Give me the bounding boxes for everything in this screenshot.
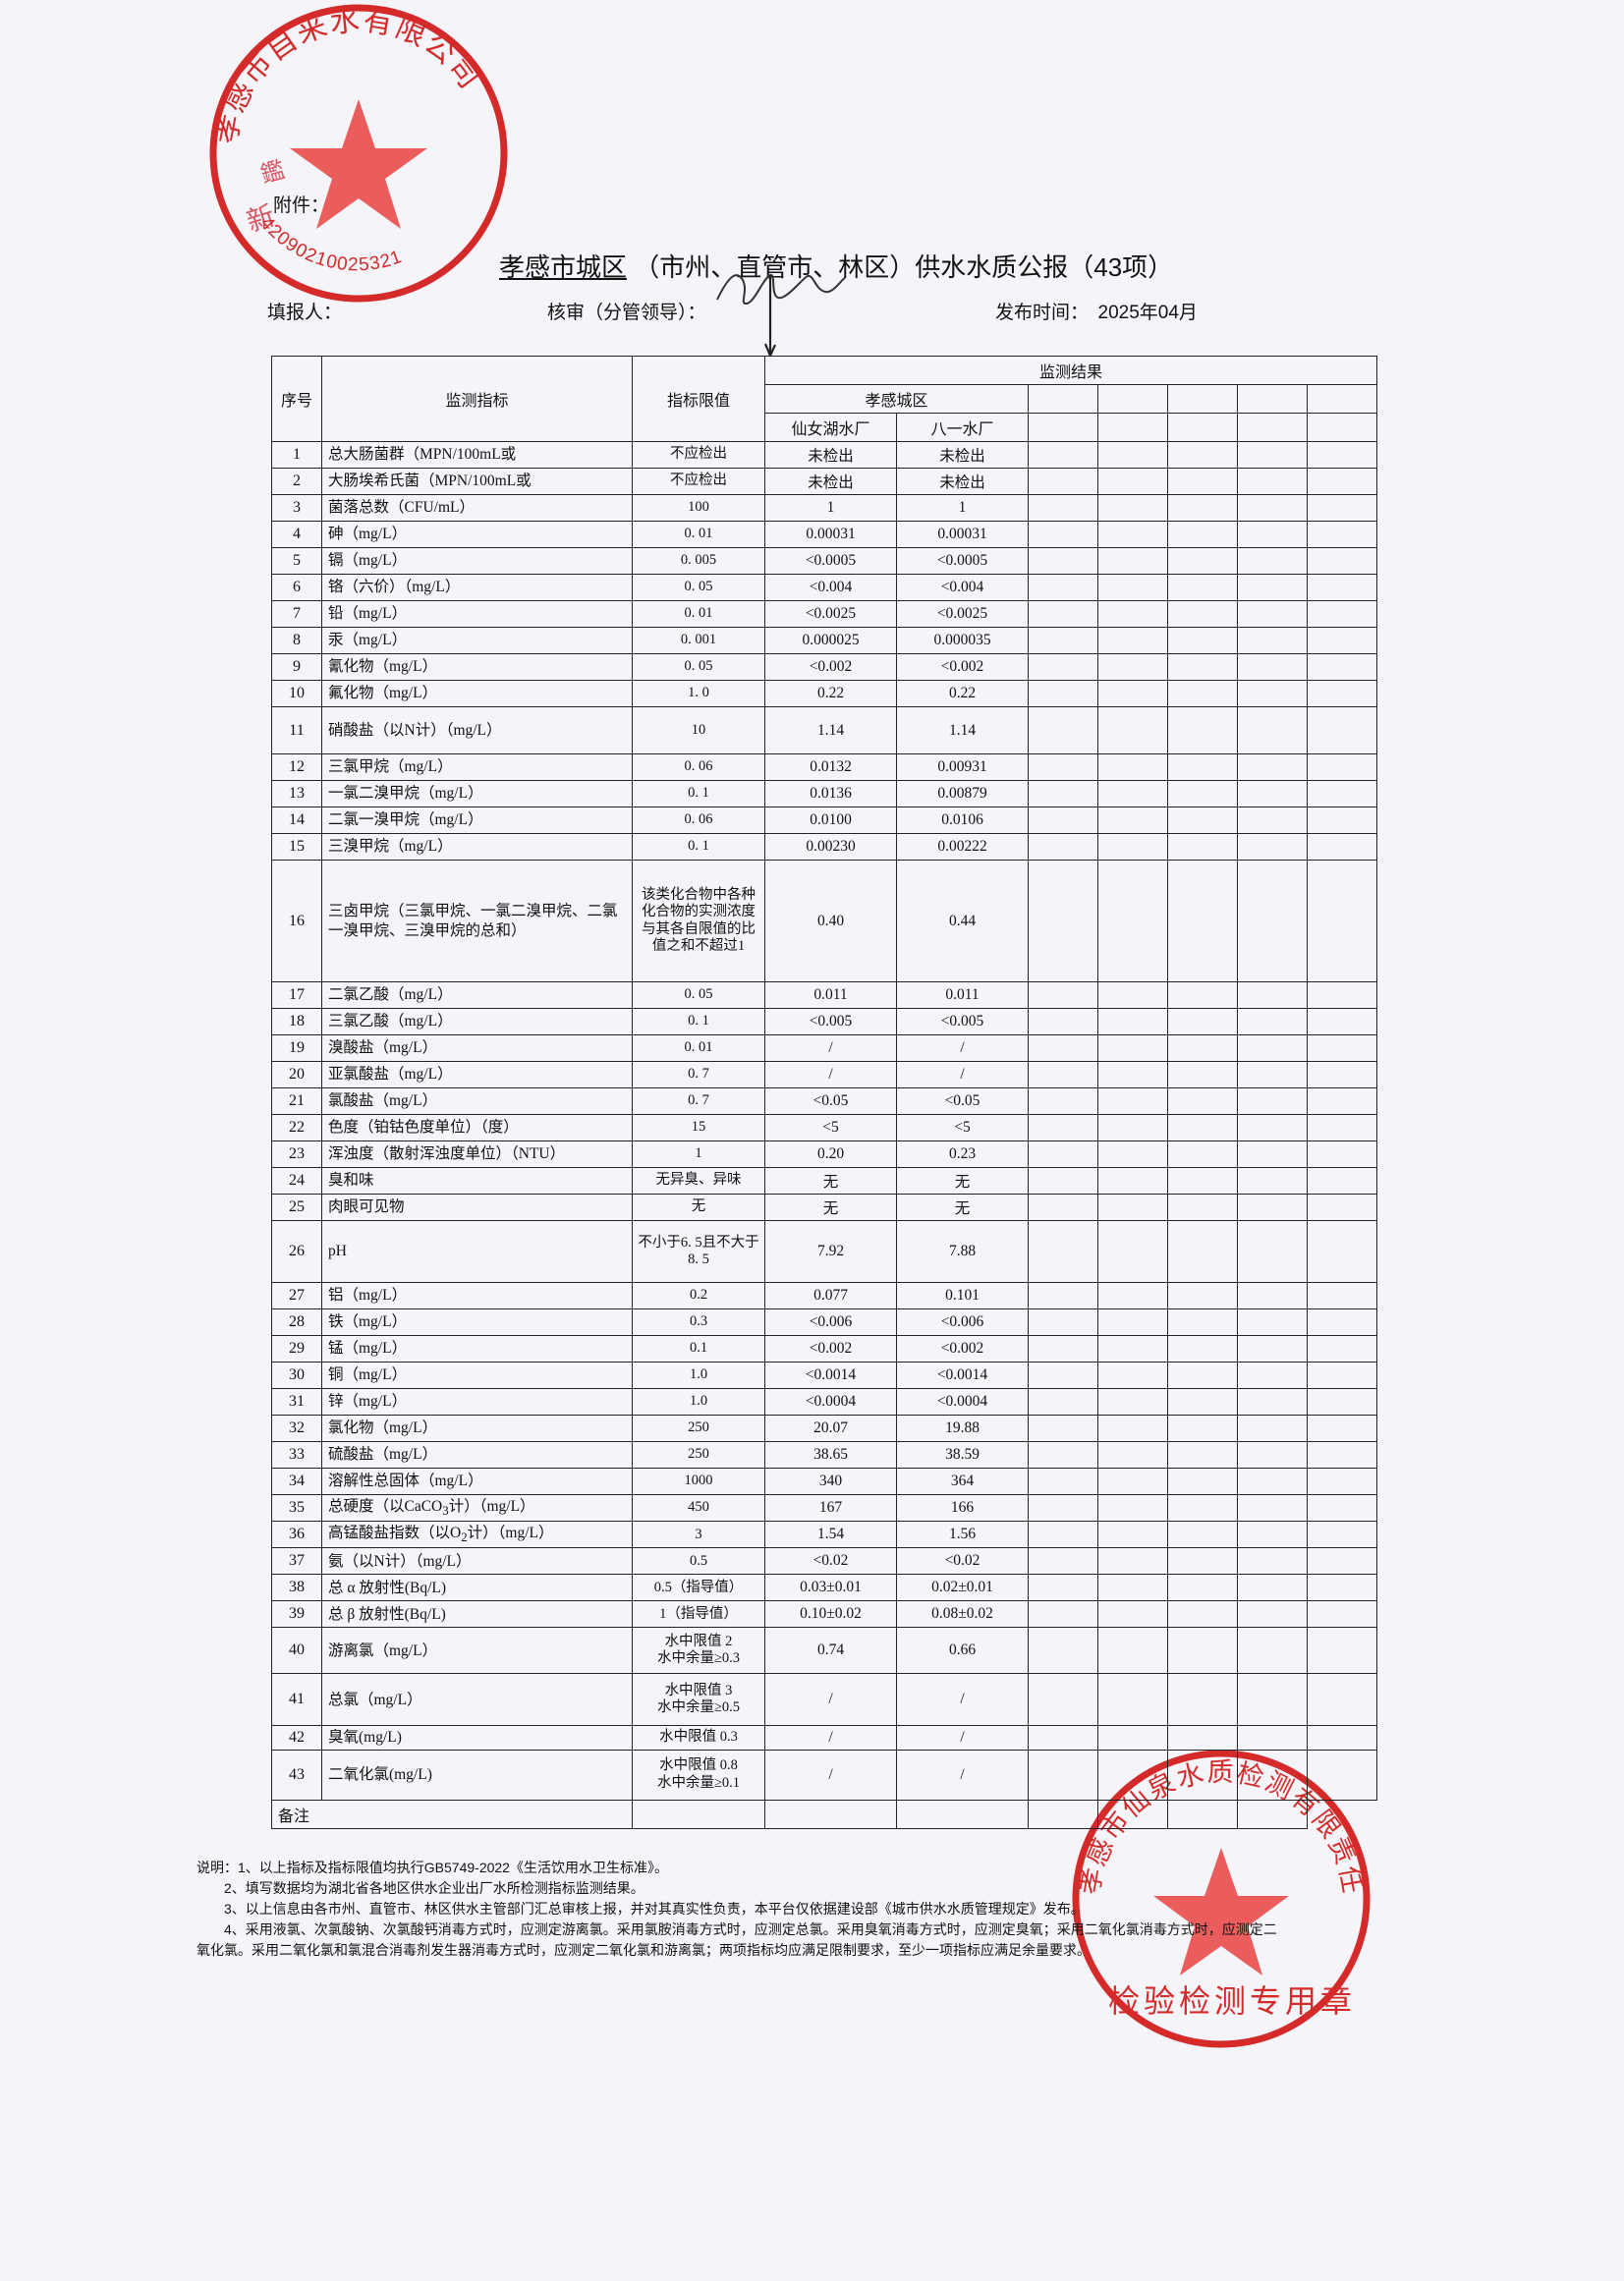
svg-text:42090210025321: 42090210025321 <box>256 213 406 275</box>
svg-text:鑑: 鑑 <box>258 157 288 189</box>
svg-text:孝感市自来水有限公司: 孝感市自来水有限公司 <box>210 4 487 146</box>
svg-text:检验检测专用章: 检验检测专用章 <box>1108 1983 1356 2019</box>
